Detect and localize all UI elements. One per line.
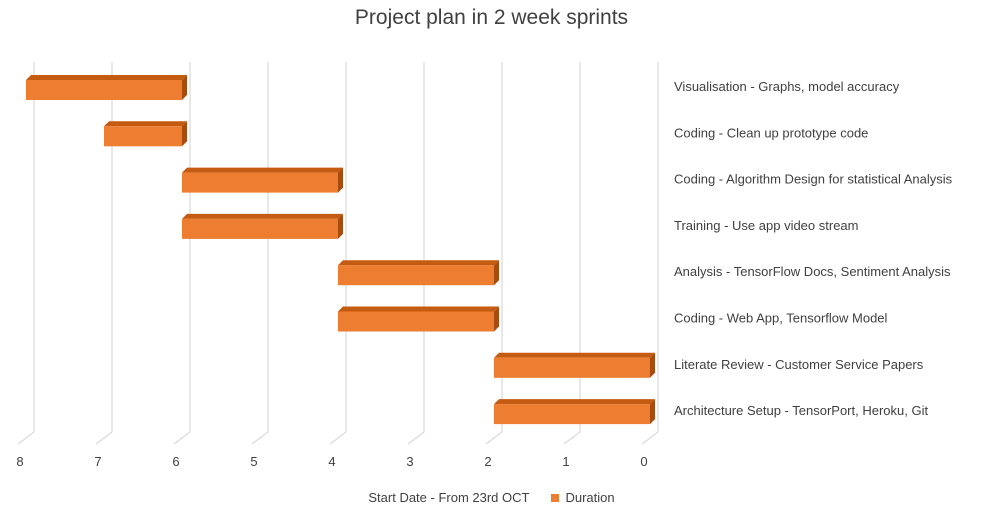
gantt-bar-side — [494, 260, 499, 286]
gridline — [563, 62, 581, 445]
x-tick-label: 3 — [406, 454, 413, 469]
x-tick-label: 1 — [562, 454, 569, 469]
category-label: Training - Use app video stream — [674, 218, 859, 233]
x-tick-label: 2 — [484, 454, 491, 469]
gantt-bar-top — [338, 306, 499, 312]
gridline — [407, 62, 425, 445]
gridline — [95, 62, 113, 445]
x-tick-label: 6 — [172, 454, 179, 469]
gantt-bar-top — [494, 352, 655, 358]
gantt-bar — [182, 218, 338, 239]
gantt-bar-side — [338, 167, 343, 193]
gantt-bar — [26, 80, 182, 100]
gantt-bar-side — [338, 213, 343, 239]
gantt-bar-side — [182, 121, 187, 147]
gantt-bar-side — [494, 306, 499, 332]
gridline — [251, 62, 269, 445]
gantt-bar — [104, 126, 182, 147]
gantt-bar — [182, 172, 338, 193]
gantt-bar-top — [338, 260, 499, 266]
gantt-bar-side — [650, 399, 655, 425]
gridline — [173, 62, 191, 445]
gantt-bar — [494, 404, 650, 425]
gantt-bar-top — [104, 121, 187, 127]
legend-item-start-date: Start Date - From 23rd OCT — [368, 490, 529, 505]
gantt-bar-top — [494, 399, 655, 405]
gridline — [485, 62, 503, 445]
gantt-bar — [338, 265, 494, 286]
category-label: Coding - Web App, Tensorflow Model — [674, 311, 888, 326]
category-label: Analysis - TensorFlow Docs, Sentiment An… — [674, 264, 951, 279]
gridline — [641, 62, 659, 445]
gantt-bar-side — [650, 352, 655, 378]
x-tick-label: 5 — [250, 454, 257, 469]
gridline — [329, 62, 347, 445]
legend-swatch-duration — [551, 493, 560, 502]
gantt-bar-top — [182, 213, 343, 219]
gridline — [17, 62, 35, 445]
x-tick-label: 8 — [16, 454, 23, 469]
category-label: Architecture Setup - TensorPort, Heroku,… — [674, 403, 928, 418]
chart-title: Project plan in 2 week sprints — [354, 6, 629, 29]
gantt-bar-side — [182, 75, 187, 100]
legend-label-duration: Duration — [565, 490, 615, 505]
legend: Start Date - From 23rd OCT Duration — [0, 490, 983, 505]
gantt-bar-top — [182, 167, 343, 173]
category-label: Visualisation - Graphs, model accuracy — [674, 79, 900, 94]
category-label: Coding - Algorithm Design for statistica… — [674, 172, 953, 187]
gantt-bar — [494, 357, 650, 378]
category-label: Literate Review - Customer Service Paper… — [674, 357, 924, 372]
legend-item-duration: Duration — [551, 490, 615, 505]
x-tick-label: 7 — [94, 454, 101, 469]
category-label: Coding - Clean up prototype code — [674, 125, 868, 140]
gantt-bar-top — [26, 75, 187, 80]
x-tick-label: 4 — [328, 454, 335, 469]
x-tick-label: 0 — [640, 454, 647, 469]
gantt-bar — [338, 311, 494, 332]
legend-label-start-date: Start Date - From 23rd OCT — [368, 490, 530, 505]
